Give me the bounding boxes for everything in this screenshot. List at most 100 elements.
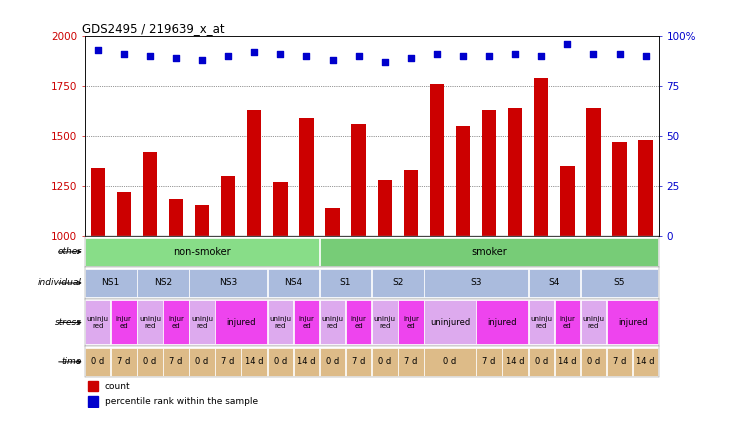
Bar (534, 78, 548, 236)
Text: S1: S1 (340, 278, 351, 287)
Bar (633, 348, 659, 376)
Bar (398, 301, 424, 345)
Text: 14 d: 14 d (558, 357, 576, 366)
Text: 7 d: 7 d (222, 357, 235, 366)
Text: 7 d: 7 d (613, 357, 626, 366)
Bar (476, 301, 528, 345)
Point (587, 50, 599, 57)
Point (484, 52, 495, 59)
Point (562, 40, 573, 47)
Point (144, 52, 156, 59)
Point (222, 52, 234, 59)
Bar (143, 152, 157, 236)
Bar (503, 348, 528, 376)
Bar (372, 269, 424, 297)
Point (353, 52, 364, 59)
Bar (352, 124, 366, 236)
Bar (268, 348, 293, 376)
Text: S4: S4 (548, 278, 560, 287)
Text: time: time (62, 357, 82, 366)
Text: 0 d: 0 d (587, 357, 600, 366)
Text: 14 d: 14 d (637, 357, 655, 366)
Text: uninju
red: uninju red (582, 316, 604, 329)
Point (457, 52, 469, 59)
Text: NS1: NS1 (102, 278, 120, 287)
Bar (325, 208, 340, 236)
Point (327, 56, 339, 63)
Bar (612, 142, 627, 236)
Text: 0 d: 0 d (378, 357, 392, 366)
Text: NS2: NS2 (154, 278, 172, 287)
Text: uninju
red: uninju red (139, 316, 161, 329)
Text: 14 d: 14 d (245, 357, 263, 366)
Text: injured: injured (227, 318, 256, 327)
Bar (581, 301, 606, 345)
Text: NS3: NS3 (219, 278, 237, 287)
Text: 14 d: 14 d (506, 357, 525, 366)
Text: S5: S5 (614, 278, 626, 287)
Bar (319, 238, 659, 266)
Bar (528, 348, 554, 376)
Text: 7 d: 7 d (482, 357, 496, 366)
Point (197, 56, 208, 63)
Bar (560, 166, 575, 236)
Text: injur
ed: injur ed (350, 316, 367, 329)
Text: injur
ed: injur ed (403, 316, 419, 329)
Bar (606, 301, 659, 345)
Text: uninju
red: uninju red (531, 316, 552, 329)
Bar (476, 348, 502, 376)
Bar (216, 301, 267, 345)
Bar (346, 301, 372, 345)
Text: 7 d: 7 d (352, 357, 365, 366)
Point (92, 46, 104, 53)
Bar (424, 348, 475, 376)
Text: uninju
red: uninju red (269, 316, 291, 329)
Text: non-smoker: non-smoker (173, 247, 231, 257)
Text: stress: stress (54, 318, 82, 327)
Text: injur
ed: injur ed (299, 316, 314, 329)
Text: 7 d: 7 d (404, 357, 417, 366)
Text: injured: injured (487, 318, 517, 327)
Bar (241, 348, 267, 376)
Text: smoker: smoker (471, 247, 507, 257)
Point (614, 50, 626, 57)
Point (535, 52, 547, 59)
Text: injur
ed: injur ed (559, 316, 576, 329)
Text: count: count (105, 381, 130, 391)
Bar (163, 348, 188, 376)
Bar (85, 348, 110, 376)
Bar (528, 301, 554, 345)
Bar (273, 182, 288, 236)
Point (170, 54, 182, 61)
Bar (116, 192, 131, 236)
Point (300, 52, 312, 59)
Bar (581, 269, 659, 297)
Bar (424, 269, 528, 297)
Text: 0 d: 0 d (534, 357, 548, 366)
Bar (221, 176, 236, 236)
Bar (300, 118, 314, 236)
Bar (528, 269, 580, 297)
Text: 0 d: 0 d (144, 357, 157, 366)
Bar (581, 348, 606, 376)
Bar (247, 110, 261, 236)
Text: 0 d: 0 d (274, 357, 287, 366)
Text: uninju
red: uninju red (191, 316, 213, 329)
Point (379, 58, 391, 65)
Bar (268, 301, 293, 345)
Bar (137, 348, 163, 376)
Bar (189, 348, 215, 376)
Bar (88, 396, 98, 407)
Text: uninju
red: uninju red (322, 316, 344, 329)
Bar (88, 381, 98, 392)
Text: 7 d: 7 d (169, 357, 183, 366)
Text: NS4: NS4 (284, 278, 302, 287)
Text: 0 d: 0 d (443, 357, 456, 366)
Point (248, 48, 260, 55)
Point (509, 50, 521, 57)
Bar (111, 301, 137, 345)
Point (431, 50, 443, 57)
Text: 0 d: 0 d (196, 357, 209, 366)
Text: GDS2495 / 219639_x_at: GDS2495 / 219639_x_at (82, 23, 224, 36)
Bar (85, 301, 110, 345)
